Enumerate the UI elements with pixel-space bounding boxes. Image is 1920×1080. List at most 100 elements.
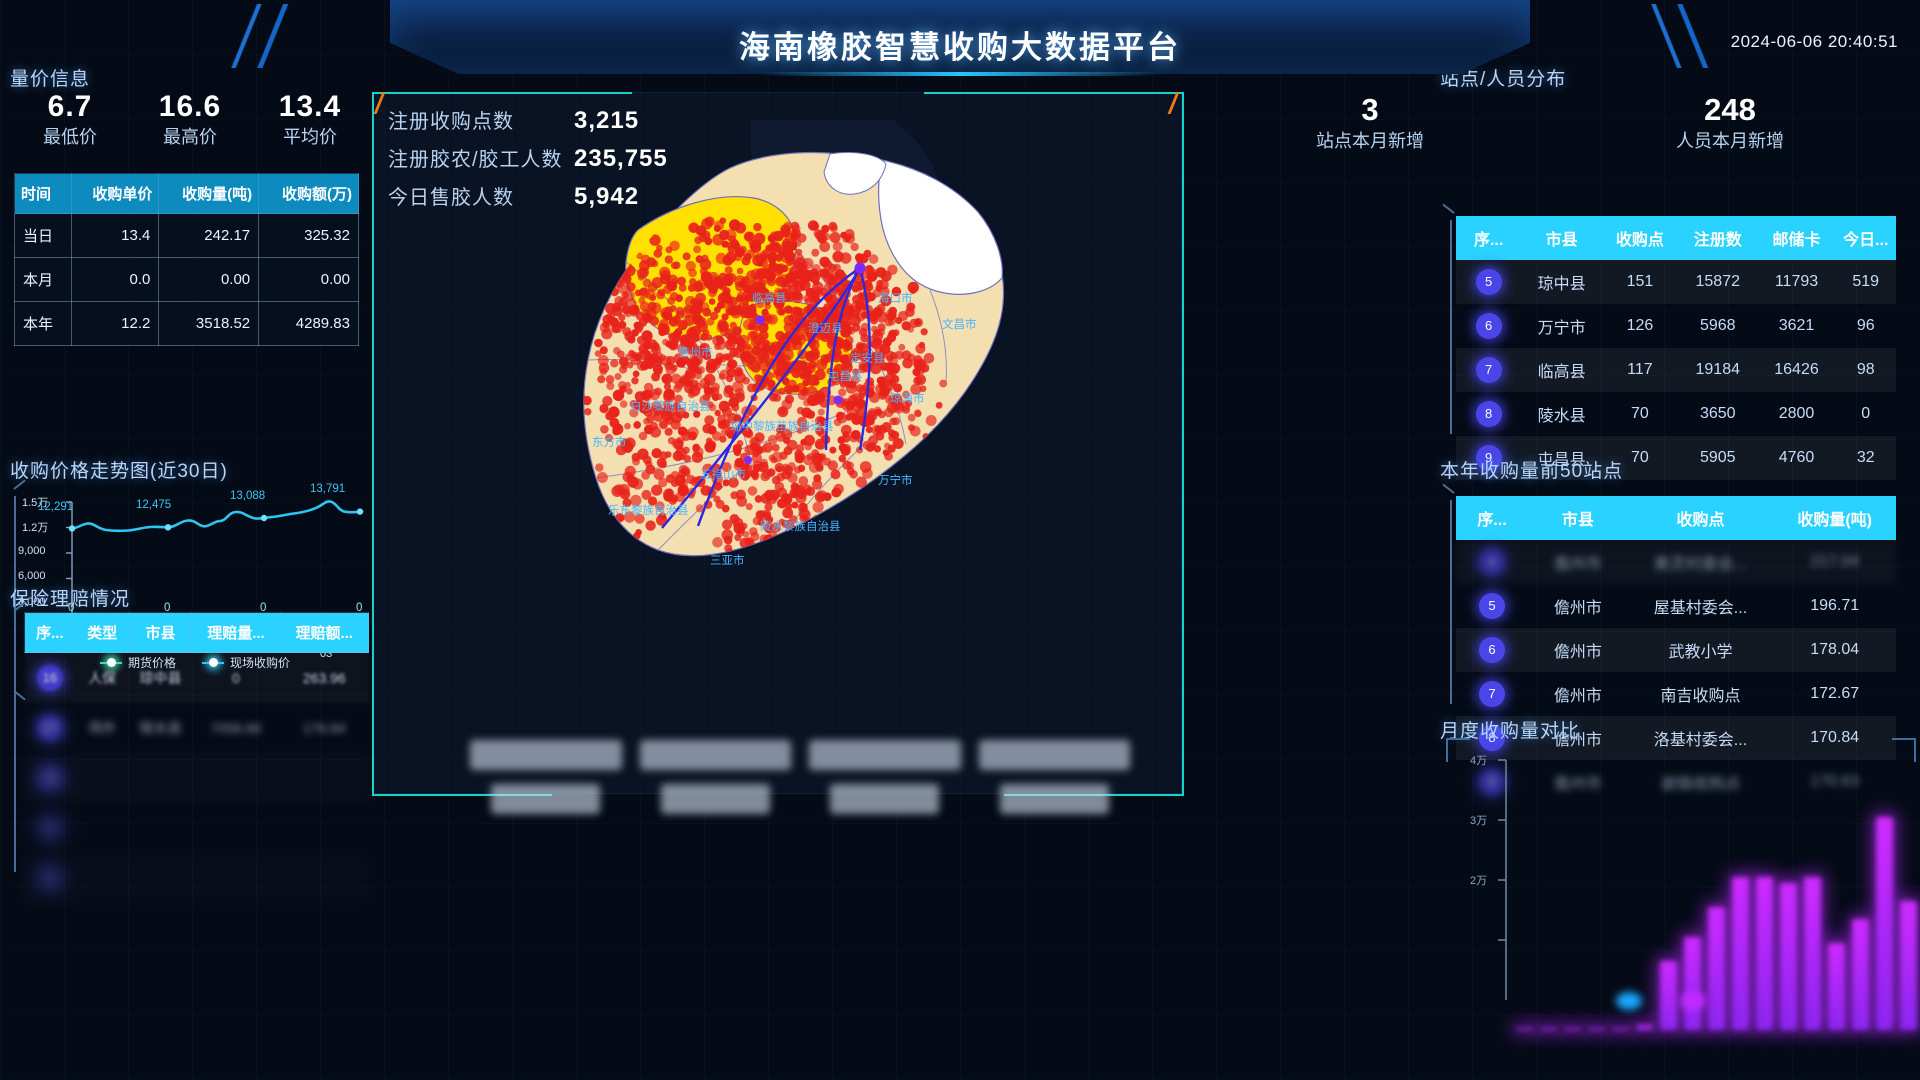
bar[interactable]	[1660, 961, 1677, 1030]
bar[interactable]	[1564, 1028, 1581, 1030]
bar[interactable]	[1804, 877, 1821, 1030]
bar[interactable]	[1636, 1025, 1653, 1030]
cell-type	[75, 803, 129, 853]
cell-county: 琼中县	[139, 670, 182, 686]
legend-marker-icon	[202, 657, 225, 668]
y-tick-label: 2万	[1470, 875, 1488, 887]
stat-label: 今日售胶人数	[388, 187, 514, 209]
blurred-card[interactable]	[470, 740, 622, 850]
cell-claim-volume	[192, 853, 280, 903]
cell-today: 519	[1852, 273, 1880, 290]
table-row[interactable]: 9 屯昌县 70 5905 4760 32	[1456, 436, 1896, 480]
cell-index: 8	[1456, 716, 1528, 760]
bar[interactable]	[1588, 1028, 1605, 1030]
cell-registered: 3650	[1699, 405, 1736, 422]
region-haikou[interactable]	[823, 151, 887, 195]
bar[interactable]	[1684, 937, 1701, 1030]
table-row[interactable]: 7 儋州市 南吉收购点 172.67	[1456, 672, 1896, 716]
panel-bracket-left-icon	[1440, 203, 1456, 436]
cell-registered: 5968	[1699, 317, 1736, 334]
blurred-card[interactable]	[809, 740, 961, 850]
bar[interactable]	[1732, 877, 1749, 1030]
table-header-row: 序... 市县 收购点 注册数 邮储卡 今日...	[1456, 216, 1896, 260]
cell-volume: 178.04	[1810, 641, 1860, 658]
cell-station: 南吉收购点	[1660, 688, 1741, 705]
clock-timestamp: 2024-06-06 20:40:51	[1730, 32, 1898, 51]
cell-type: 场外	[88, 720, 117, 736]
station-kpi-row: 3 站点本月新增 248 人员本月新增	[1190, 92, 1910, 170]
legend-item-futures[interactable]: 期货价格	[100, 654, 176, 671]
region-wenchang[interactable]	[878, 159, 1003, 295]
cell-index: 19	[25, 803, 76, 853]
cell-stations: 126	[1626, 317, 1654, 334]
row-index-badge: 18	[36, 765, 63, 791]
bar[interactable]	[1876, 817, 1893, 1030]
bar[interactable]	[1516, 1028, 1533, 1030]
row-index-badge: 17	[36, 715, 63, 741]
table-row[interactable]: 17 场外 陵水县 7056.66 176.64	[25, 703, 369, 753]
bar-axis-svg	[1498, 759, 1507, 1000]
cell-today: 0	[1861, 405, 1871, 422]
cell-county	[129, 853, 192, 903]
cell-index: 6	[1456, 628, 1528, 672]
cell-claim-volume: 0	[232, 670, 240, 686]
monthly-purchase-bar-chart[interactable]: 4万 3万 2万	[1446, 738, 1917, 1072]
insurance-claims-table[interactable]: 序... 类型 市县 理赔量... 理赔额... 16 人保 琼中县 0 263…	[24, 612, 370, 903]
bottom-blurred-cards[interactable]	[470, 740, 1130, 850]
station-distribution-table[interactable]: 序... 市县 收购点 注册数 邮储卡 今日... 5 琼中县 151 1587…	[1456, 216, 1896, 480]
kpi-value: 13.4	[278, 90, 342, 123]
cell-index: 5	[1456, 260, 1521, 304]
table-row[interactable]: 8 陵水县 70 3650 2800 0	[1456, 392, 1896, 436]
table-row[interactable]: 18	[25, 753, 369, 803]
map-label: 琼海市	[890, 393, 925, 405]
bar[interactable]	[1708, 907, 1725, 1030]
top50-stations-table[interactable]: 序... 市县 收购点 收购量(吨) 4 儋州市 美灵村委会... 217.04…	[1456, 496, 1896, 804]
table-row[interactable]: 19	[25, 803, 369, 853]
table-row[interactable]: 5 琼中县 151 15872 11793 519	[1456, 260, 1896, 304]
map-label: 万宁市	[878, 475, 913, 487]
blurred-card[interactable]	[639, 740, 791, 850]
cell-today: 32	[1856, 449, 1875, 466]
table-row[interactable]: 7 临高县 117 19184 16426 98	[1456, 348, 1896, 392]
cell-volume: 242.17	[158, 213, 260, 258]
bar[interactable]	[1612, 1028, 1629, 1030]
table-row[interactable]: 当日 13.4 242.17 325.32	[14, 213, 359, 258]
legend-item-onsite[interactable]: 现场收购价	[202, 654, 290, 671]
table-row[interactable]: 本月 0.0 0.00 0.00	[14, 257, 359, 302]
bar[interactable]	[1852, 919, 1869, 1030]
data-label: 12,475	[136, 499, 172, 511]
bar[interactable]	[1828, 943, 1845, 1030]
table-row[interactable]: 6 万宁市 126 5968 3621 96	[1456, 304, 1896, 348]
table-row[interactable]: 20	[25, 853, 369, 903]
table-row[interactable]: 9 儋州市 谢微收购点 170.63	[1456, 760, 1896, 804]
cell-county: 儋州市	[1553, 688, 1602, 705]
row-index-badge: 7	[1475, 357, 1502, 383]
table-row[interactable]: 4 儋州市 美灵村委会... 217.04	[1456, 540, 1896, 584]
table-row[interactable]: 5 儋州市 屋基村委会... 196.71	[1456, 584, 1896, 628]
table-row[interactable]: 8 儋州市 洛基村委会... 170.84	[1456, 716, 1896, 760]
data-label-zero: 0	[164, 602, 171, 614]
map-svg[interactable]	[430, 60, 1130, 640]
table-row[interactable]: 6 儋州市 武教小学 178.04	[1456, 628, 1896, 672]
blurred-card[interactable]	[978, 740, 1130, 850]
table-row[interactable]: 本年 12.2 3518.52 4289.83	[14, 301, 359, 346]
kpi-new-personnel: 248 人员本月新增	[1550, 92, 1910, 170]
bar[interactable]	[1540, 1028, 1557, 1030]
kpi-label: 站点本月新增	[1316, 131, 1424, 151]
column-header: 收购额(万)	[258, 173, 359, 214]
column-header: 市县	[1528, 496, 1628, 540]
cell-type	[75, 853, 129, 903]
cell-volume: 217.04	[1810, 553, 1860, 570]
bar[interactable]	[1900, 901, 1917, 1030]
cell-stations: 70	[1631, 405, 1649, 422]
table-row[interactable]: 16 人保 琼中县 0 263.96	[25, 653, 369, 704]
price-summary-table[interactable]: 时间 收购单价 收购量(吨) 收购额(万) 当日 13.4 242.17 325…	[14, 173, 359, 346]
cell-index: 16	[25, 653, 76, 704]
insurance-claims-panel[interactable]: 序... 类型 市县 理赔量... 理赔额... 16 人保 琼中县 0 263…	[10, 578, 375, 891]
cell-index: 6	[1456, 304, 1521, 348]
hainan-map[interactable]: 海口市 文昌市 澄迈县 儋州市 临高县 定安县 屯昌县 琼海市 白沙黎族自治县 …	[430, 60, 1130, 640]
bar[interactable]	[1780, 883, 1797, 1030]
row-index-badge: 8	[1479, 725, 1506, 751]
bar[interactable]	[1756, 877, 1773, 1030]
cell-amount: 0.00	[258, 257, 359, 302]
